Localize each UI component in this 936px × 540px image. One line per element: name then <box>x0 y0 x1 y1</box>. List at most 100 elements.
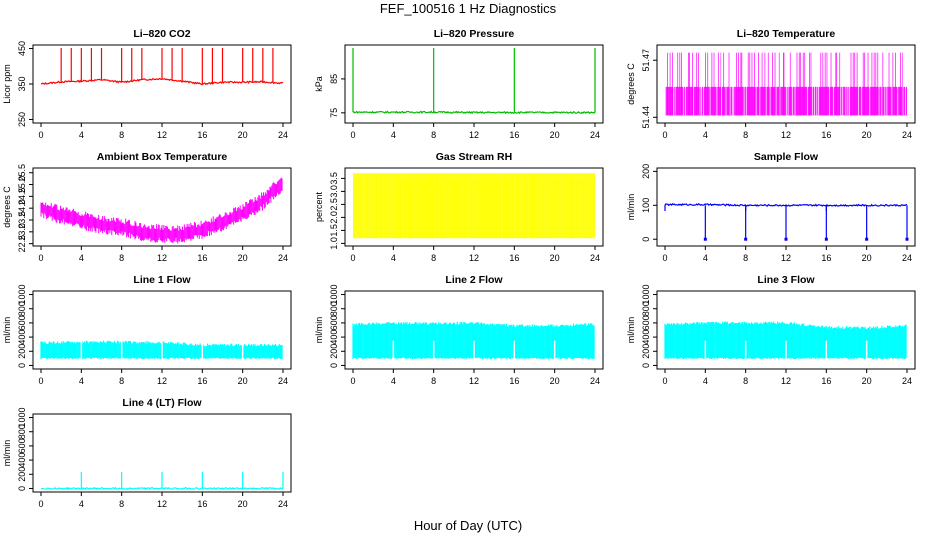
y-tick-label: 800 <box>17 424 27 439</box>
chart-title: Li–820 CO2 <box>133 28 190 40</box>
y-tick-label: 400 <box>641 330 651 345</box>
data-dip-marker <box>905 237 909 241</box>
x-tick-label: 16 <box>509 130 519 140</box>
y-tick-label: 1000 <box>17 285 27 305</box>
y-tick-label: 0 <box>17 363 27 368</box>
x-tick-label: 8 <box>743 376 748 386</box>
x-tick-label: 8 <box>119 499 124 509</box>
x-tick-label: 0 <box>662 130 667 140</box>
y-tick-label: 1.0 <box>329 237 339 250</box>
y-tick-label: 400 <box>17 330 27 345</box>
y-tick-label: 1000 <box>329 285 339 305</box>
x-tick-label: 20 <box>550 253 560 263</box>
x-tick-label: 20 <box>238 130 248 140</box>
y-tick-label: 2.5 <box>329 198 339 211</box>
x-tick-label: 24 <box>590 376 600 386</box>
data-dip-marker <box>824 237 828 241</box>
y-axis-label: degrees C <box>2 186 12 228</box>
chart-panel-line-4-lt-flow: Line 4 (LT) Flow ml/min 0 4 8 12 16 20 24 0 200400… <box>2 397 292 509</box>
x-tick-label: 0 <box>662 376 667 386</box>
chart-panel-sample-flow: Sample Flow ml/min 0 4 8 12 16 20 24 0 100 200 <box>626 151 916 263</box>
x-tick-label: 8 <box>119 376 124 386</box>
chart-title: Sample Flow <box>754 151 819 163</box>
x-tick-label: 8 <box>431 130 436 140</box>
chart-panel-li820-co2: Li–820 CO2 Licor ppm 0 4 8 12 16 20 24 250 350 450 <box>2 28 292 140</box>
y-tick-label: 400 <box>329 330 339 345</box>
y-tick-label: 0 <box>329 363 339 368</box>
y-axis-label: Licor ppm <box>2 64 12 104</box>
chart-title: Li–820 Temperature <box>737 28 836 40</box>
y-tick-label: 800 <box>641 301 651 316</box>
chart-title: Ambient Box Temperature <box>97 151 228 163</box>
chart-panel-li820-temperature: Li–820 Temperature degrees C 0 4 8 12 16 20 24 51… <box>626 28 916 140</box>
x-tick-label: 4 <box>79 130 84 140</box>
x-tick-label: 20 <box>238 499 248 509</box>
chart-title: Line 4 (LT) Flow <box>122 397 202 409</box>
x-tick-label: 24 <box>278 376 288 386</box>
x-tick-label: 20 <box>550 130 560 140</box>
y-tick-label: 25.0 <box>17 176 27 194</box>
y-tick-label: 23.0 <box>17 223 27 241</box>
y-tick-label: 200 <box>641 164 651 179</box>
x-tick-label: 4 <box>79 499 84 509</box>
x-tick-label: 16 <box>821 253 831 263</box>
x-tick-label: 24 <box>278 130 288 140</box>
x-tick-label: 0 <box>38 376 43 386</box>
data-line <box>352 110 596 115</box>
chart-title: Line 3 Flow <box>757 274 815 286</box>
x-tick-label: 4 <box>703 130 708 140</box>
chart-panel-line-2-flow: Line 2 Flow ml/min 0 4 8 12 16 20 24 0 20040060080… <box>314 274 604 386</box>
y-axis-label: ml/min <box>626 317 636 344</box>
y-tick-label: 800 <box>17 301 27 316</box>
y-tick-label: 51.44 <box>641 106 651 129</box>
x-tick-label: 20 <box>862 376 872 386</box>
y-tick-label: 800 <box>329 301 339 316</box>
x-tick-label: 24 <box>278 253 288 263</box>
y-tick-label: 200 <box>329 344 339 359</box>
x-tick-label: 0 <box>38 130 43 140</box>
x-tick-label: 20 <box>862 130 872 140</box>
y-tick-label: 0 <box>641 363 651 368</box>
chart-title: Gas Stream RH <box>436 151 512 163</box>
x-tick-label: 16 <box>197 376 207 386</box>
y-tick-label: 1.5 <box>329 224 339 237</box>
y-tick-label: 0 <box>641 237 651 242</box>
chart-panel-li820-pressure: Li–820 Pressure kPa 0 4 8 12 16 20 24 75 85 <box>314 28 604 140</box>
y-tick-label: 75 <box>329 108 339 118</box>
y-tick-label: 450 <box>17 41 27 56</box>
data-dip-marker <box>744 237 748 241</box>
y-tick-label: 0 <box>17 486 27 491</box>
x-tick-label: 4 <box>703 376 708 386</box>
y-axis-label: kPa <box>314 76 324 92</box>
x-tick-label: 20 <box>238 376 248 386</box>
chart-panel-line-1-flow: Line 1 Flow ml/min 0 4 8 12 16 20 24 0 20040060080… <box>2 274 292 386</box>
y-axis-label: ml/min <box>626 194 636 221</box>
y-tick-label: 600 <box>17 438 27 453</box>
x-tick-label: 24 <box>278 499 288 509</box>
x-tick-label: 0 <box>350 376 355 386</box>
x-tick-label: 16 <box>509 253 519 263</box>
y-tick-label: 400 <box>17 453 27 468</box>
x-tick-label: 16 <box>197 253 207 263</box>
x-tick-label: 20 <box>550 376 560 386</box>
x-tick-label: 12 <box>157 499 167 509</box>
data-dip-marker <box>865 237 869 241</box>
x-tick-label: 12 <box>469 253 479 263</box>
y-tick-label: 350 <box>17 76 27 91</box>
y-tick-label: 1000 <box>641 285 651 305</box>
chart-panel-line-3-flow: Line 3 Flow ml/min 0 4 8 12 16 20 24 0 20040060080… <box>626 274 916 386</box>
y-tick-label: 200 <box>641 344 651 359</box>
y-axis-label: degrees C <box>626 63 636 105</box>
x-tick-label: 0 <box>38 253 43 263</box>
x-tick-label: 16 <box>197 499 207 509</box>
plot-frame <box>344 44 604 124</box>
x-tick-label: 12 <box>781 376 791 386</box>
x-tick-label: 0 <box>350 253 355 263</box>
x-tick-label: 8 <box>119 130 124 140</box>
page-title: FEF_100516 1 Hz Diagnostics <box>379 1 557 16</box>
chart-panel-ambient-box-temperature: Ambient Box Temperature degrees C 0 4 8 12 16 2… <box>2 151 292 263</box>
y-axis-label: percent <box>314 191 324 222</box>
y-tick-label: 2.0 <box>329 211 339 224</box>
x-tick-label: 0 <box>350 130 355 140</box>
data-dip-marker <box>703 237 707 241</box>
